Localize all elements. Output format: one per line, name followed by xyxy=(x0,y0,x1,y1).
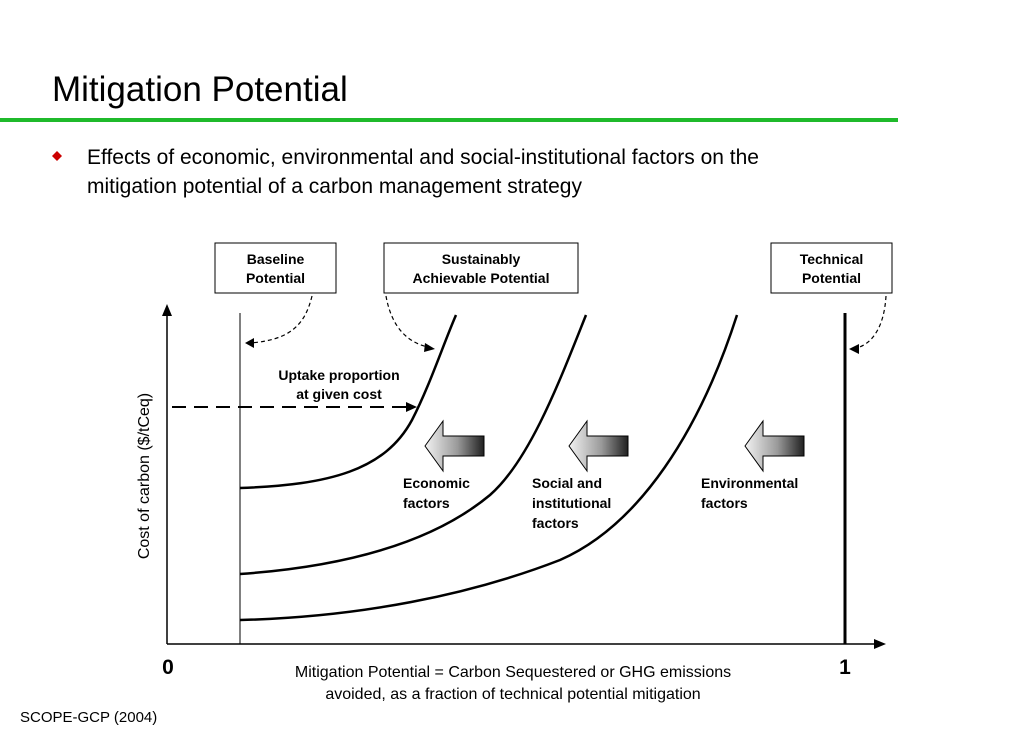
bullet-line-2: mitigation potential of a carbon managem… xyxy=(87,175,582,198)
sustainable-box-line-2: Achievable Potential xyxy=(413,270,550,286)
y-axis-label: Cost of carbon ($/tCeq) xyxy=(136,393,153,559)
economic-factors-arrow-icon xyxy=(424,419,485,473)
environmental-label-line-2: factors xyxy=(701,495,748,511)
social-label-line-1: Social and xyxy=(532,475,602,491)
technical-pointer-arrowhead xyxy=(849,344,859,354)
bullet-line-1: Effects of economic, environmental and s… xyxy=(87,146,759,169)
sustainable-pointer xyxy=(385,295,429,348)
technical-potential-box xyxy=(770,242,893,294)
x-axis-zero-label: 0 xyxy=(162,656,174,679)
x-axis-one-label: 1 xyxy=(839,656,851,679)
bullet-text: Effects of economic, environmental and s… xyxy=(87,143,907,201)
technical-box-line-1: Technical xyxy=(800,251,864,267)
curve-environmental xyxy=(239,314,739,622)
x-caption-line-1: Mitigation Potential = Carbon Sequestere… xyxy=(295,664,731,681)
baseline-box-line-1: Baseline xyxy=(247,251,305,267)
social-label-line-3: factors xyxy=(532,515,579,531)
y-axis-arrowhead xyxy=(162,304,172,316)
economic-label-line-1: Economic xyxy=(403,475,470,491)
x-caption-line-2: avoided, as a fraction of technical pote… xyxy=(325,686,700,703)
uptake-label-line-2: at given cost xyxy=(296,386,382,402)
slide-title: Mitigation Potential xyxy=(52,70,348,109)
title-underline xyxy=(0,118,898,122)
environmental-label-line-1: Environmental xyxy=(701,475,798,491)
baseline-pointer-arrowhead xyxy=(245,338,254,348)
curve-economic xyxy=(239,314,458,490)
curve-social-institutional xyxy=(239,314,588,576)
source-citation: SCOPE-GCP (2004) xyxy=(20,709,158,726)
sustainable-potential-box xyxy=(383,242,579,294)
social-label-line-2: institutional xyxy=(532,495,611,511)
baseline-pointer xyxy=(249,295,313,344)
technical-box-line-2: Potential xyxy=(802,270,861,286)
x-axis-arrowhead xyxy=(874,639,886,649)
sustainable-pointer-arrowhead xyxy=(424,343,435,352)
diamond-bullet-icon xyxy=(52,151,62,161)
uptake-arrowhead xyxy=(406,402,417,412)
axes xyxy=(162,304,886,649)
uptake-label-line-1: Uptake proportion xyxy=(278,367,399,383)
economic-label-line-2: factors xyxy=(403,495,450,511)
technical-pointer xyxy=(855,295,887,349)
baseline-box-line-2: Potential xyxy=(246,270,305,286)
baseline-potential-box xyxy=(214,242,337,294)
sustainable-box-line-1: Sustainably xyxy=(442,251,521,267)
social-factors-arrow-icon xyxy=(568,419,629,473)
environmental-factors-arrow-icon xyxy=(744,419,805,473)
